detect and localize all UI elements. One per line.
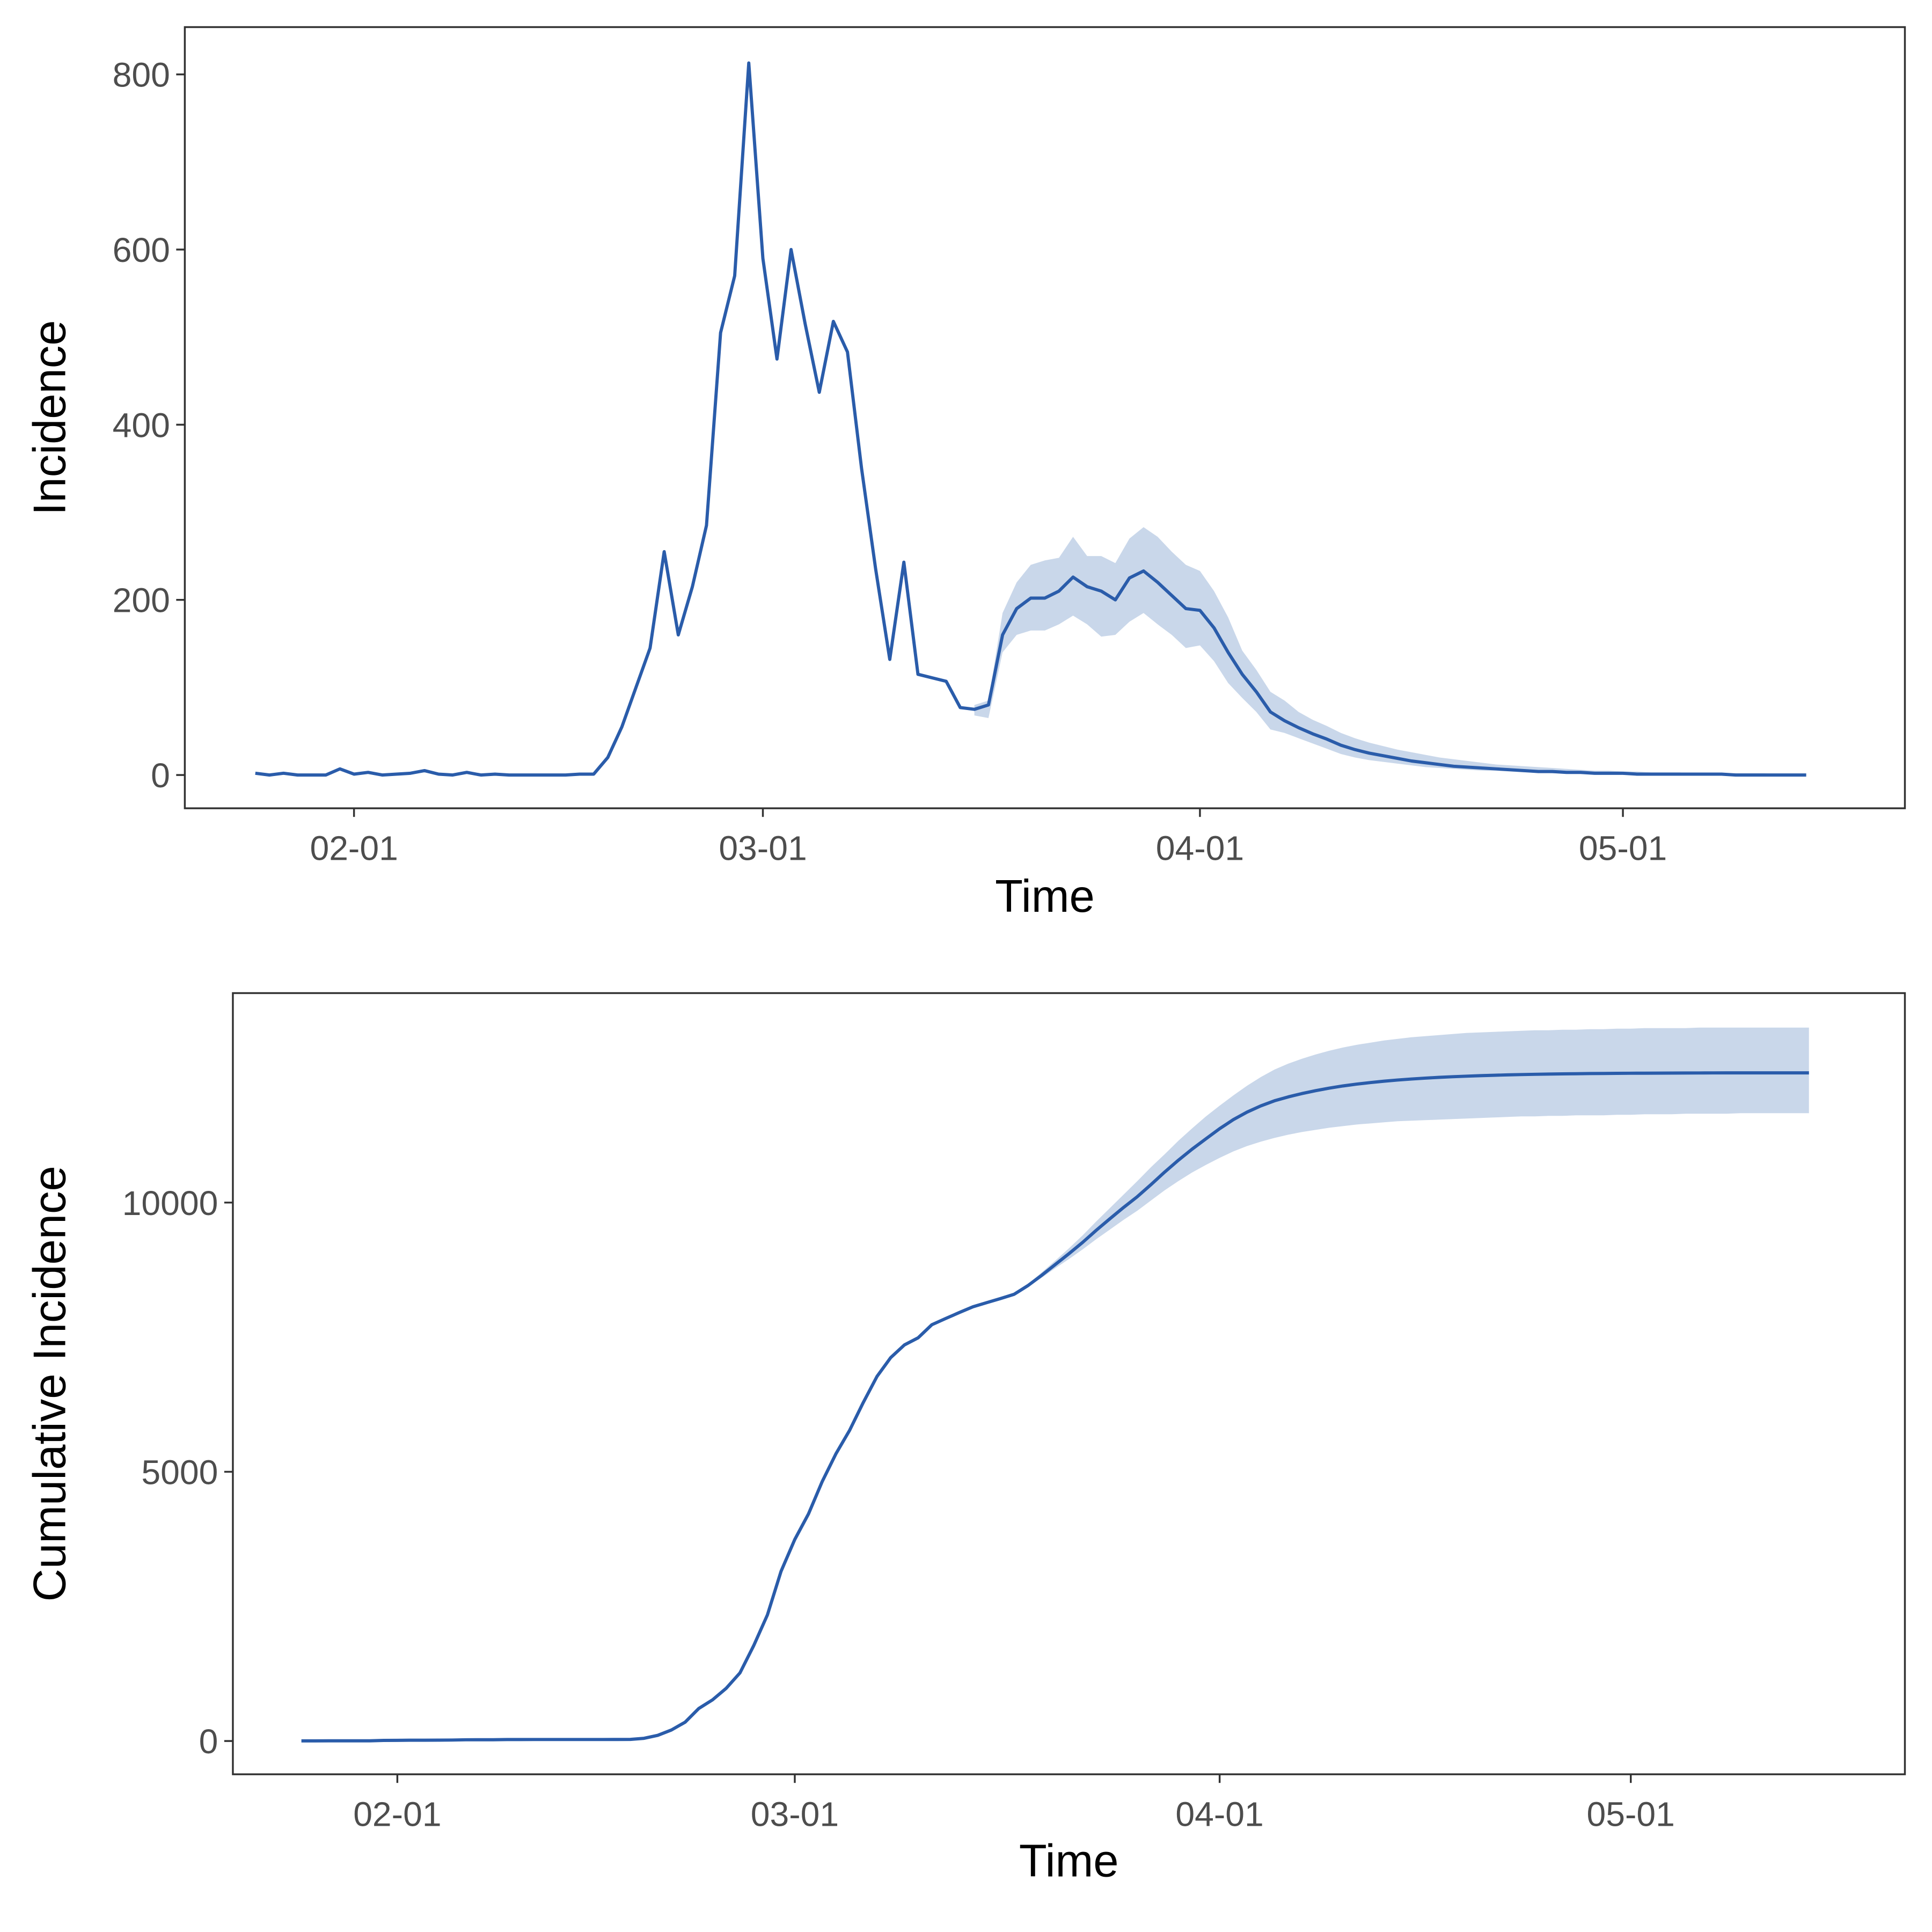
y-tick-label: 600	[113, 231, 170, 269]
x-tick-label: 05-01	[1587, 1795, 1675, 1834]
x-tick-label: 05-01	[1579, 829, 1667, 868]
x-tick-label: 02-01	[353, 1795, 441, 1834]
y-tick-label: 800	[113, 56, 170, 94]
y-tick-label: 5000	[141, 1453, 218, 1491]
panel-border	[232, 992, 1906, 1775]
data-line	[301, 1071, 1809, 1743]
y-tick-label: 10000	[122, 1184, 218, 1223]
x-axis-title: Time	[1019, 1835, 1119, 1886]
x-tick-label: 03-01	[719, 829, 807, 868]
data-line	[255, 61, 1806, 777]
x-tick-label: 04-01	[1175, 1795, 1263, 1834]
y-axis-title: Cumulative Incidence	[24, 1166, 75, 1601]
confidence-band	[974, 527, 1806, 775]
confidence-band	[1000, 1027, 1809, 1299]
y-axis-title: Incidence	[24, 320, 75, 516]
x-tick-label: 03-01	[751, 1795, 839, 1834]
x-tick-label: 02-01	[310, 829, 398, 868]
y-tick-label: 400	[113, 406, 170, 444]
y-tick-label: 0	[151, 756, 170, 795]
x-tick-label: 04-01	[1156, 829, 1244, 868]
x-axis-title: Time	[995, 870, 1095, 921]
panel-border	[184, 26, 1906, 809]
y-tick-label: 0	[199, 1722, 218, 1761]
y-tick-label: 200	[113, 581, 170, 620]
